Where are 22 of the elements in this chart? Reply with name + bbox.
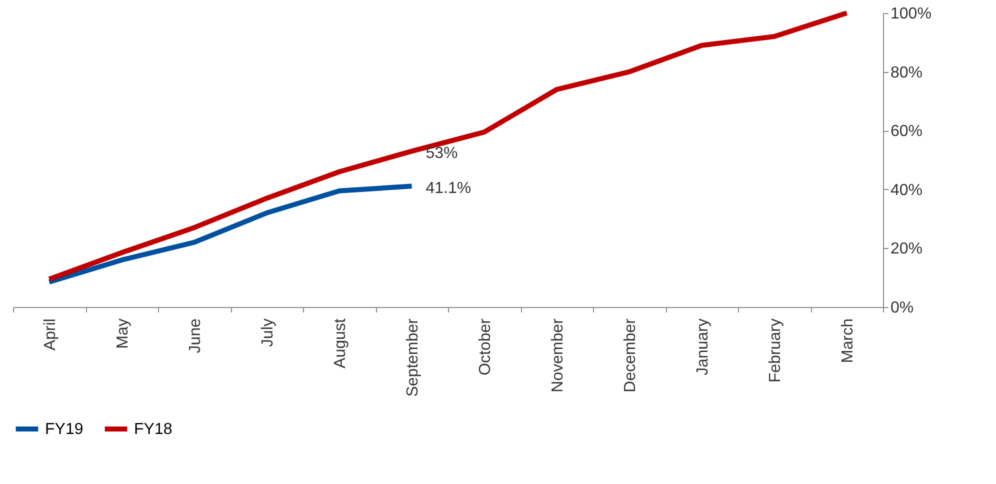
y-tick-label: 20%	[890, 240, 923, 258]
x-tick-label: December	[622, 318, 639, 392]
x-tick-label: November	[549, 318, 566, 392]
x-tick-label: September	[404, 318, 422, 397]
x-tick-label: May	[114, 318, 132, 349]
x-tick-label: August	[332, 318, 349, 368]
y-tick-label: 60%	[890, 123, 923, 140]
x-tick-label: March	[839, 318, 856, 363]
x-tick-label: June	[186, 318, 204, 354]
y-tick-label: 0%	[890, 300, 914, 316]
x-tick-label: February	[766, 318, 784, 383]
y-tick-label: 40%	[890, 182, 923, 199]
data-label: 53%	[426, 145, 458, 162]
y-tick-label: 100%	[890, 6, 932, 22]
data-label: 41.1%	[426, 180, 472, 198]
x-tick-label: April	[42, 318, 59, 351]
x-tick-label: January	[694, 318, 712, 376]
y-tick-label: 80%	[890, 64, 923, 82]
legend-label: FY19	[45, 421, 84, 438]
legend-label: FY18	[134, 421, 172, 438]
x-tick-label: July	[259, 318, 276, 347]
x-tick-label: October	[476, 318, 494, 376]
